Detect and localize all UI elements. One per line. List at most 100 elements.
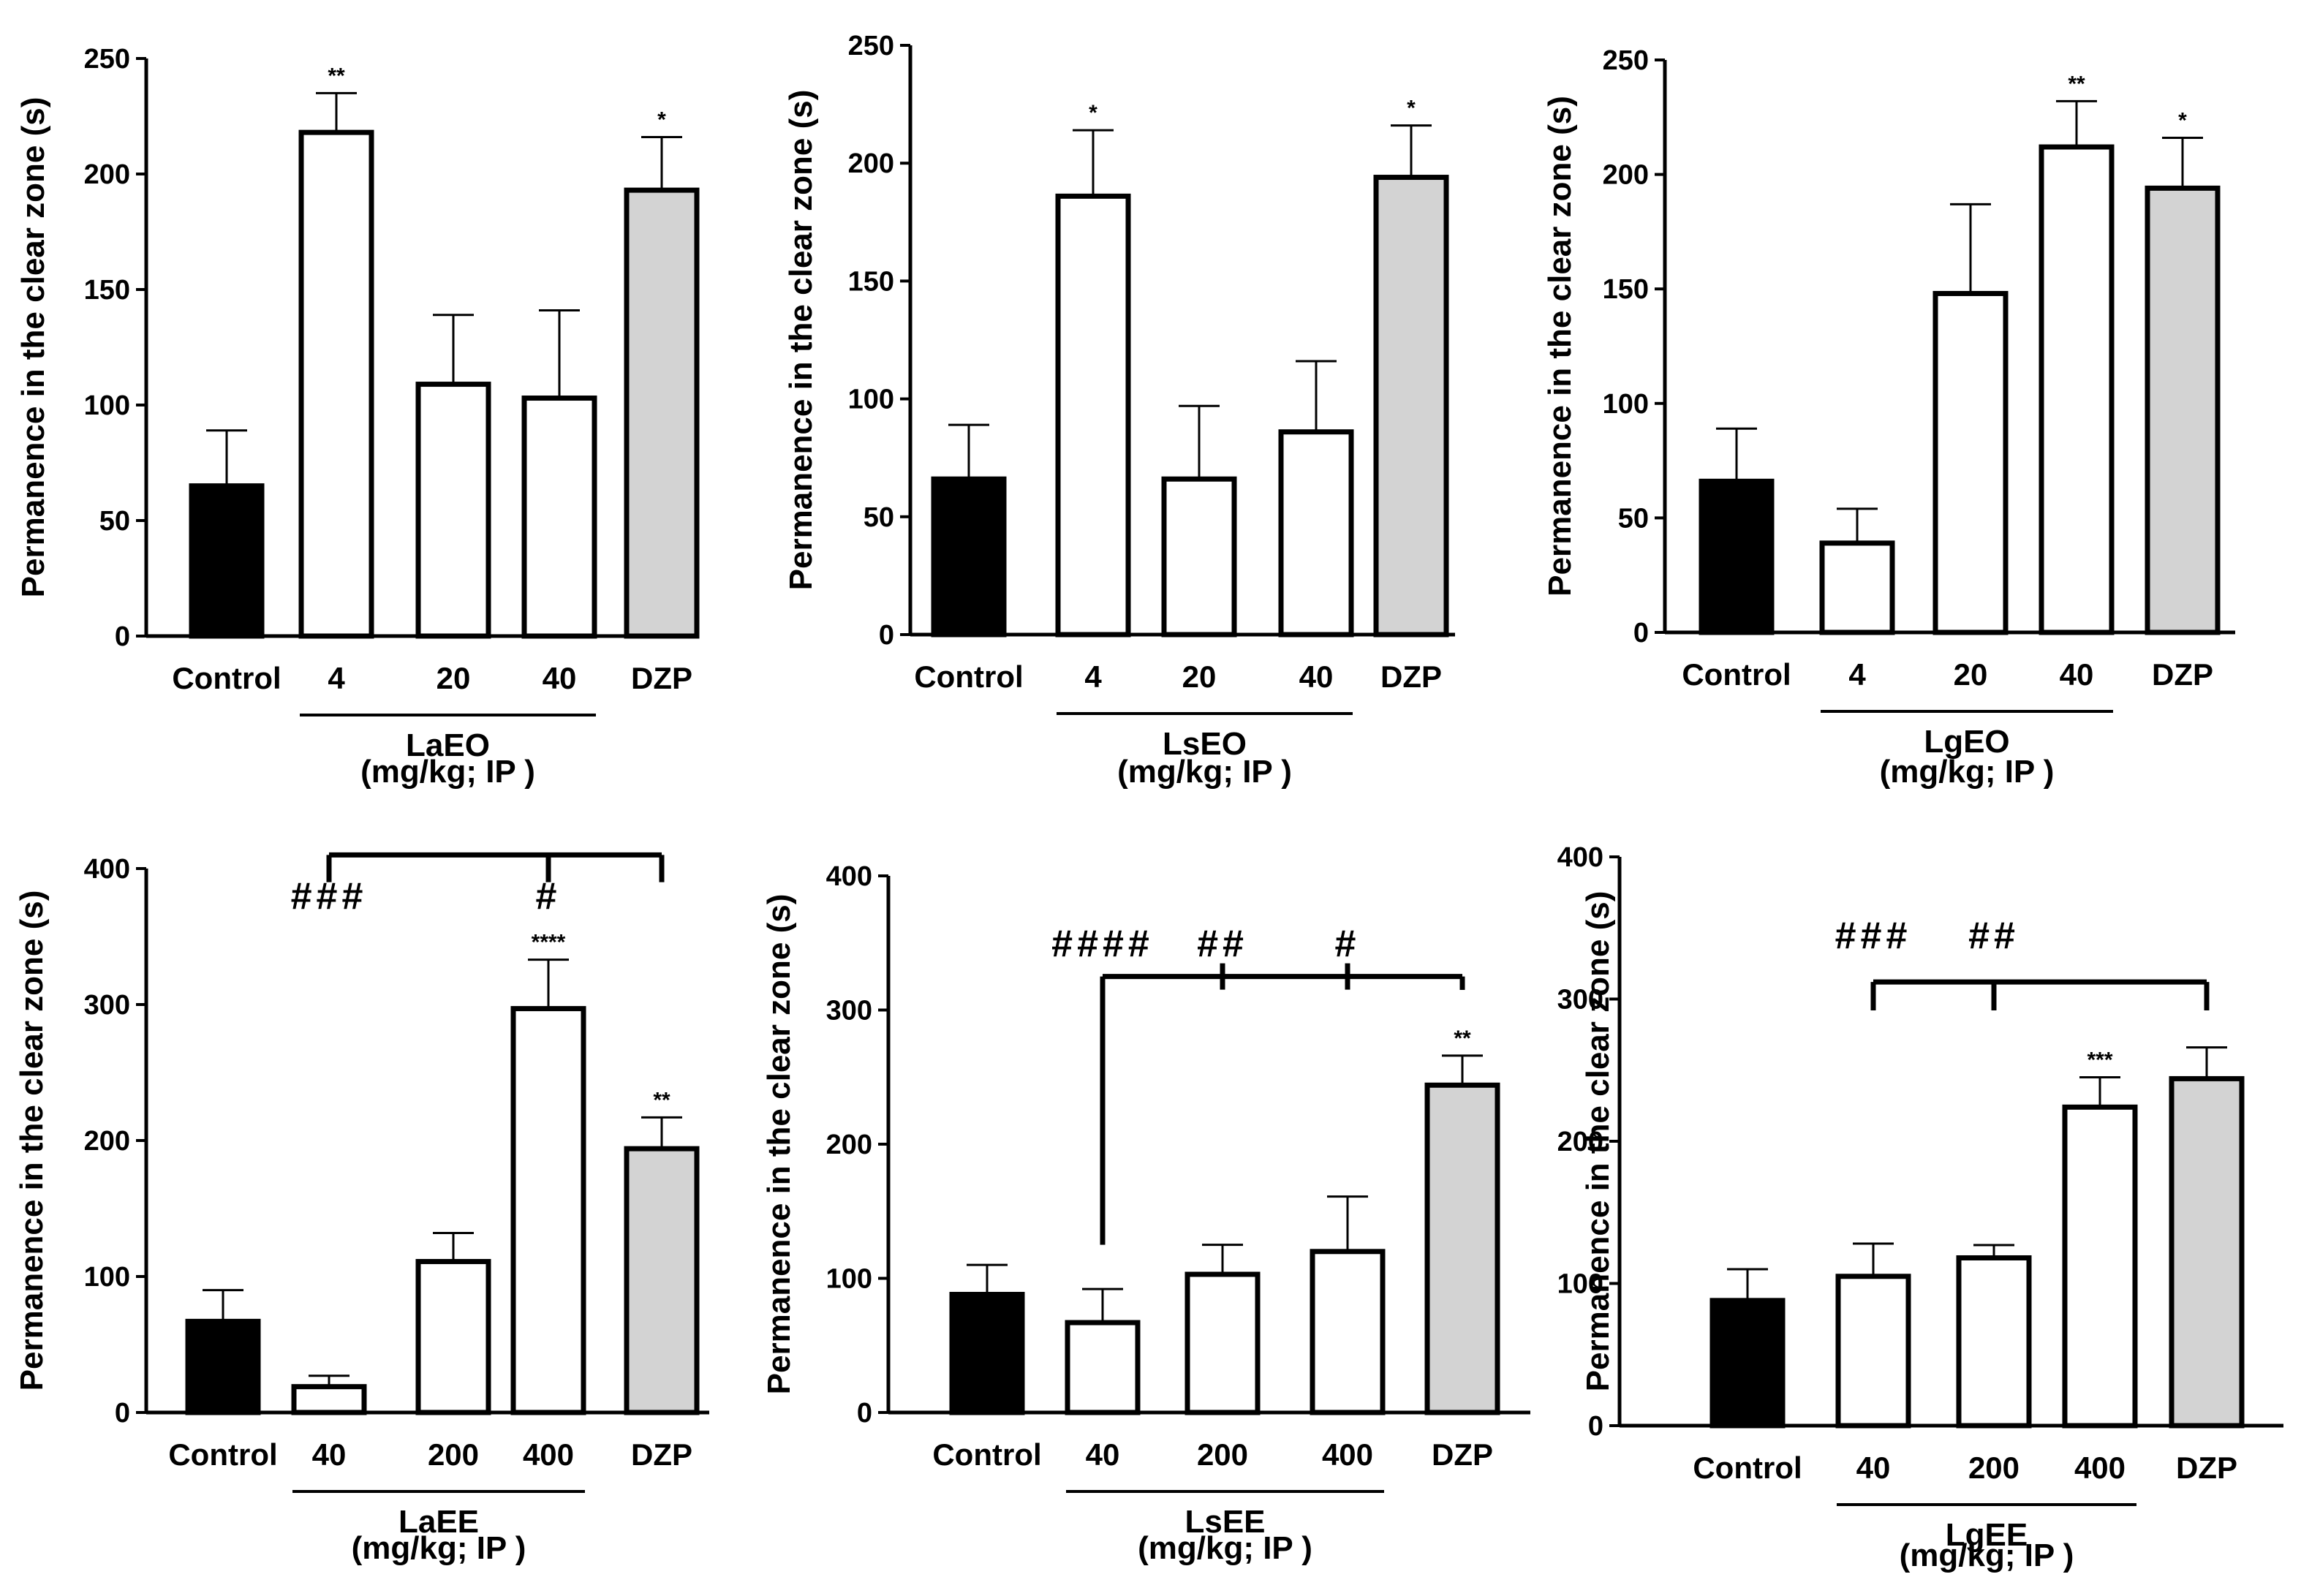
x-category-label: DZP — [2152, 657, 2213, 692]
y-axis-label: Permanence in the clear zone (s) — [783, 90, 819, 591]
y-axis-label: Permanence in the clear zone (s) — [1580, 891, 1616, 1392]
y-tick-label: 300 — [826, 996, 872, 1026]
bar-40 — [1278, 429, 1354, 638]
x-category-label: Control — [1693, 1451, 1802, 1485]
group-label: LaEE — [398, 1504, 479, 1540]
x-category-label: 40 — [312, 1437, 347, 1472]
bar-200 — [1956, 1255, 2032, 1429]
y-tick-label: 400 — [84, 854, 130, 885]
unit-label: (mg/kg; IP ) — [1138, 1530, 1312, 1566]
significance-label: * — [1407, 97, 1416, 121]
bar-20 — [1161, 476, 1237, 638]
bar-40 — [2039, 144, 2115, 635]
bar-400 — [1310, 1249, 1386, 1415]
y-axis-label: Permanence in the clear zone (s) — [1542, 96, 1578, 597]
unit-label: (mg/kg; IP ) — [1880, 754, 2055, 790]
y-tick-label: 200 — [84, 1126, 130, 1157]
hash-significance-label: ## — [1197, 923, 1248, 965]
x-category-label: Control — [172, 661, 281, 695]
unit-label: (mg/kg; IP ) — [1900, 1538, 2074, 1573]
hash-significance-label: # — [1335, 923, 1361, 965]
x-category-label: DZP — [1432, 1437, 1493, 1472]
x-category-label: 4 — [328, 661, 345, 695]
y-tick-label: 50 — [1618, 503, 1649, 534]
y-tick-label: 50 — [864, 502, 894, 533]
panel-top-right-lgeo: 0 50 100 150 200 250 Permanence in the clear z… — [1542, 45, 2235, 790]
bar-control — [1709, 1298, 1786, 1429]
y-tick-label: 100 — [84, 1262, 130, 1293]
y-tick-label: 150 — [848, 266, 894, 297]
x-category-label: 200 — [428, 1437, 479, 1472]
bar-control — [185, 1318, 261, 1415]
bar-40 — [1065, 1320, 1141, 1415]
significance-label: ** — [1454, 1026, 1471, 1051]
bar-dzp — [624, 187, 700, 639]
bar-dzp — [1373, 175, 1449, 638]
bar-4 — [298, 129, 374, 639]
x-category-label: 20 — [1182, 659, 1217, 694]
y-tick-label: 0 — [857, 1398, 872, 1429]
significance-label: ** — [328, 64, 345, 88]
significance-label: **** — [532, 931, 566, 955]
bar-400 — [510, 1006, 586, 1415]
bar-dzp — [1424, 1082, 1500, 1415]
y-tick-label: 400 — [826, 861, 872, 892]
y-tick-label: 50 — [99, 506, 130, 537]
group-label: LaEO — [406, 727, 490, 763]
x-category-label: 200 — [1968, 1451, 2019, 1485]
x-category-label: 20 — [1954, 657, 1988, 692]
significance-label: * — [657, 107, 666, 132]
significance-label: *** — [2087, 1048, 2112, 1072]
bar-200 — [415, 1259, 491, 1415]
x-category-label: Control — [932, 1437, 1041, 1472]
y-tick-label: 200 — [848, 148, 894, 179]
x-category-label: 400 — [2074, 1451, 2126, 1485]
bar-4 — [1819, 540, 1895, 635]
x-category-label: 200 — [1197, 1437, 1248, 1472]
panel-bottom-left-laee: 0 100 200 300 400 Permanence in the clear zon… — [14, 852, 709, 1566]
y-tick-label: 200 — [84, 159, 130, 190]
x-category-label: 20 — [437, 661, 471, 695]
y-tick-label: 200 — [1603, 160, 1649, 191]
y-tick-label: 250 — [1603, 45, 1649, 76]
bar-dzp — [2145, 185, 2221, 635]
x-category-label: 40 — [2060, 657, 2094, 692]
significance-label: ** — [653, 1088, 670, 1112]
bar-200 — [1184, 1271, 1261, 1415]
panel-top-center-lseo: 0 50 100 150 200 250 Permanence in the clear z… — [783, 31, 1455, 790]
y-tick-label: 250 — [848, 31, 894, 61]
y-axis-label: Permanence in the clear zone (s) — [14, 890, 50, 1391]
y-tick-label: 200 — [1557, 1127, 1603, 1157]
y-tick-label: 400 — [1557, 842, 1603, 873]
x-category-label: DZP — [631, 661, 692, 695]
bar-control — [949, 1292, 1025, 1415]
group-label: LsEO — [1163, 726, 1247, 762]
x-category-label: 40 — [1856, 1451, 1891, 1485]
x-category-label: 40 — [1299, 659, 1334, 694]
y-tick-label: 0 — [115, 1398, 130, 1429]
bar-20 — [415, 382, 491, 639]
y-tick-label: 300 — [1557, 985, 1603, 1016]
bar-dzp — [2169, 1075, 2245, 1429]
y-tick-label: 0 — [115, 621, 130, 652]
bar-40 — [1835, 1274, 1911, 1429]
hash-significance-label: # — [536, 875, 562, 918]
y-tick-label: 200 — [826, 1130, 872, 1160]
x-category-label: Control — [168, 1437, 277, 1472]
significance-label: * — [2178, 108, 2187, 132]
x-category-label: DZP — [1380, 659, 1442, 694]
group-label: LsEE — [1184, 1504, 1265, 1540]
y-tick-label: 100 — [84, 390, 130, 421]
hash-significance-label: ## — [1968, 915, 2019, 957]
y-tick-label: 100 — [1557, 1269, 1603, 1300]
panel-top-left-laeo: 0 50 100 150 200 250 Permanence in the clear z… — [15, 44, 700, 790]
x-category-label: 400 — [523, 1437, 574, 1472]
y-tick-label: 0 — [1633, 618, 1649, 648]
x-category-label: DZP — [631, 1437, 692, 1472]
y-axis-label: Permanence in the clear zone (s) — [761, 894, 797, 1395]
x-category-label: 400 — [1322, 1437, 1373, 1472]
x-category-label: Control — [914, 659, 1023, 694]
x-category-label: 4 — [1084, 659, 1102, 694]
bar-400 — [2062, 1104, 2138, 1429]
hash-significance-label: ### — [1835, 915, 1912, 957]
